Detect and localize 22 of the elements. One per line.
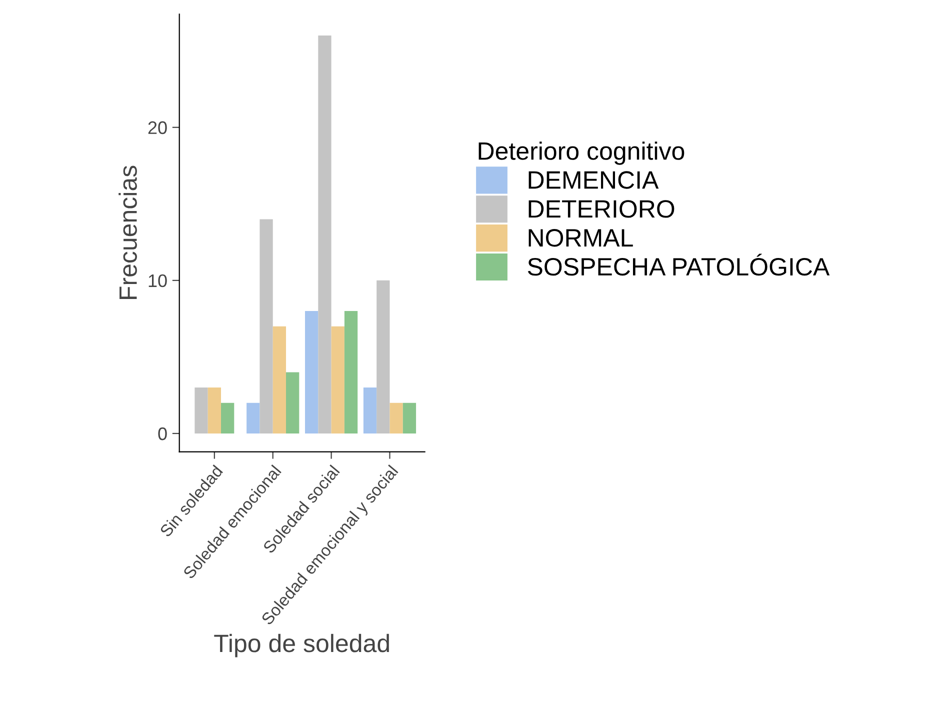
bar [376, 280, 390, 434]
bar [286, 372, 300, 434]
bar [246, 402, 260, 434]
bar [272, 326, 286, 434]
legend-label: SOSPECHA PATOLÓGICA [528, 254, 830, 276]
bar [305, 311, 318, 434]
bar [390, 402, 403, 434]
bar [318, 36, 332, 434]
legend-label: DEMENCIA [528, 171, 659, 189]
y-tick-label: 0 [158, 427, 167, 440]
legend-label: DETERIORO [528, 200, 674, 218]
bar [331, 326, 344, 434]
bar [402, 402, 416, 434]
bar [344, 311, 358, 434]
y-axis-title: Frecuencias [118, 166, 137, 300]
bar [363, 388, 377, 434]
legend-label: NORMAL [528, 229, 633, 247]
x-axis-title: Tipo de soledad [214, 634, 389, 658]
legend-title: Deterioro cognitivo [478, 142, 684, 165]
y-tick-label: 10 [148, 274, 167, 288]
bar [260, 219, 273, 434]
y-tick-label: 20 [148, 121, 167, 134]
